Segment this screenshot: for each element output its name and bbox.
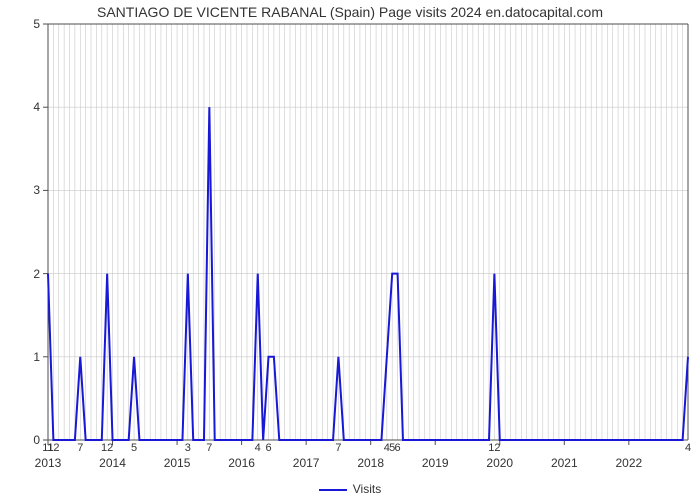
x-major-label: 2015 bbox=[153, 456, 201, 470]
x-minor-label: 3 bbox=[176, 442, 200, 454]
y-tick-label: 3 bbox=[18, 183, 40, 197]
x-minor-label: 12 bbox=[482, 442, 506, 454]
x-minor-label: 6 bbox=[386, 442, 410, 454]
x-major-label: 2016 bbox=[218, 456, 266, 470]
x-minor-label: 7 bbox=[197, 442, 221, 454]
y-tick-label: 5 bbox=[18, 17, 40, 31]
x-minor-label: 4 bbox=[676, 442, 700, 454]
legend: Visits bbox=[0, 482, 700, 496]
legend-line bbox=[319, 485, 347, 495]
chart-plot bbox=[0, 0, 700, 500]
x-major-label: 2019 bbox=[411, 456, 459, 470]
y-tick-label: 2 bbox=[18, 267, 40, 281]
x-major-label: 2021 bbox=[540, 456, 588, 470]
x-minor-label: 6 bbox=[257, 442, 281, 454]
x-major-label: 2013 bbox=[24, 456, 72, 470]
x-minor-label: 7 bbox=[68, 442, 92, 454]
y-tick-label: 4 bbox=[18, 100, 40, 114]
x-major-label: 2020 bbox=[476, 456, 524, 470]
x-major-label: 2014 bbox=[89, 456, 137, 470]
x-minor-label: 12 bbox=[41, 442, 65, 454]
x-major-label: 2018 bbox=[347, 456, 395, 470]
x-minor-label: 5 bbox=[122, 442, 146, 454]
x-major-label: 2022 bbox=[605, 456, 653, 470]
y-tick-label: 1 bbox=[18, 350, 40, 364]
x-minor-label: 7 bbox=[326, 442, 350, 454]
x-minor-label: 12 bbox=[95, 442, 119, 454]
x-major-label: 2017 bbox=[282, 456, 330, 470]
chart-container: SANTIAGO DE VICENTE RABANAL (Spain) Page… bbox=[0, 0, 700, 500]
legend-label: Visits bbox=[353, 482, 381, 496]
